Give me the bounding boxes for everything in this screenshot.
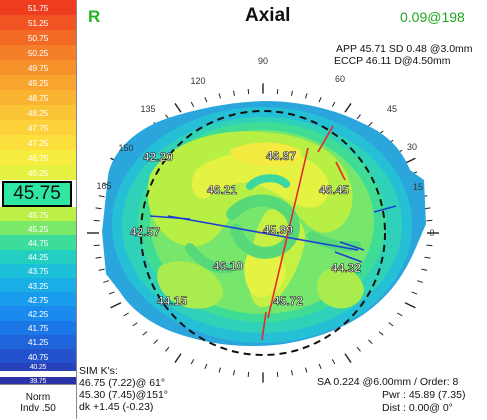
dial-tick <box>248 372 249 377</box>
dial-label: 15 <box>413 182 423 192</box>
sim-k-steep: 46.75 (7.22)@ 61° <box>79 377 165 389</box>
dial-tick <box>332 359 335 364</box>
dial-tick <box>379 332 383 336</box>
sim-k-title: SIM K's: <box>79 365 118 377</box>
dial-tick <box>397 313 402 316</box>
dial-tick <box>133 323 138 326</box>
map-value-label: 45.99 <box>263 223 293 237</box>
dial-tick <box>405 303 415 308</box>
dial-tick <box>412 292 417 294</box>
dial-tick <box>305 368 307 373</box>
dial-tick <box>233 370 234 375</box>
power-readout: Pwr : 45.89 (7.35) <box>382 389 465 401</box>
dial-tick <box>368 340 372 344</box>
dial-tick <box>191 359 194 364</box>
dial-tick <box>319 364 321 369</box>
dial-tick <box>109 292 114 294</box>
dial-tick <box>332 102 335 107</box>
dial-tick <box>357 115 360 119</box>
dial-tick <box>345 354 351 363</box>
map-value-label: 46.21 <box>207 183 237 197</box>
map-value-label: 46.10 <box>213 259 243 273</box>
sim-k-flat: 45.30 (7.45)@151° <box>79 389 168 401</box>
dial-tick <box>319 97 321 102</box>
dial-tick <box>345 103 351 112</box>
dial-tick <box>165 347 168 351</box>
dial-tick <box>96 208 102 209</box>
dial-tick <box>154 340 158 344</box>
distance-readout: Dist : 0.00@ 0° <box>382 402 453 414</box>
dial-tick <box>175 354 181 363</box>
sim-k-delta: dk +1.45 (-0.23) <box>79 401 153 413</box>
dial-label: 120 <box>190 76 205 86</box>
dial-tick <box>233 91 234 96</box>
dial-tick <box>425 208 431 209</box>
dial-label: 135 <box>140 104 155 114</box>
dial-label: 90 <box>258 56 268 66</box>
dial-label: 45 <box>387 104 397 114</box>
dial-tick <box>277 372 278 377</box>
dial-tick <box>124 313 129 316</box>
dial-label: 0 <box>429 228 434 238</box>
map-value-label: 42.20 <box>143 150 173 164</box>
dial-tick <box>205 364 207 369</box>
dial-tick <box>219 368 221 373</box>
map-value-label: 42.57 <box>130 225 160 239</box>
dial-tick <box>357 347 360 351</box>
map-value-label: 46.45 <box>319 183 349 197</box>
dial-tick <box>368 122 372 126</box>
dial-tick <box>417 281 423 283</box>
dial-tick <box>99 196 105 197</box>
sa-readout: SA 0.224 @6.00mm / Order: 8 <box>317 376 458 388</box>
map-value-label: 44.15 <box>157 294 187 308</box>
dial-tick <box>96 257 102 258</box>
dial-tick <box>291 370 292 375</box>
dial-tick <box>219 93 221 98</box>
dial-tick <box>425 257 431 258</box>
dial-tick <box>291 91 292 96</box>
dial-label: 60 <box>335 74 345 84</box>
dial-tick <box>103 281 109 283</box>
dial-label: 165 <box>96 181 111 191</box>
dial-tick <box>99 269 105 270</box>
dial-tick <box>111 303 121 308</box>
dial-tick <box>205 97 207 102</box>
dial-tick <box>277 89 278 94</box>
map-value-label: 46.87 <box>266 149 296 163</box>
dial-label: 30 <box>407 142 417 152</box>
dial-tick <box>305 93 307 98</box>
dial-tick <box>248 89 249 94</box>
dial-tick <box>389 323 394 326</box>
map-value-label: 44.32 <box>331 261 361 275</box>
dial-label: 150 <box>118 143 133 153</box>
map-value-label: 45.72 <box>273 294 303 308</box>
dial-tick <box>175 103 181 112</box>
dial-tick <box>143 332 147 336</box>
dial-tick <box>421 269 427 270</box>
dial-tick <box>191 102 194 107</box>
